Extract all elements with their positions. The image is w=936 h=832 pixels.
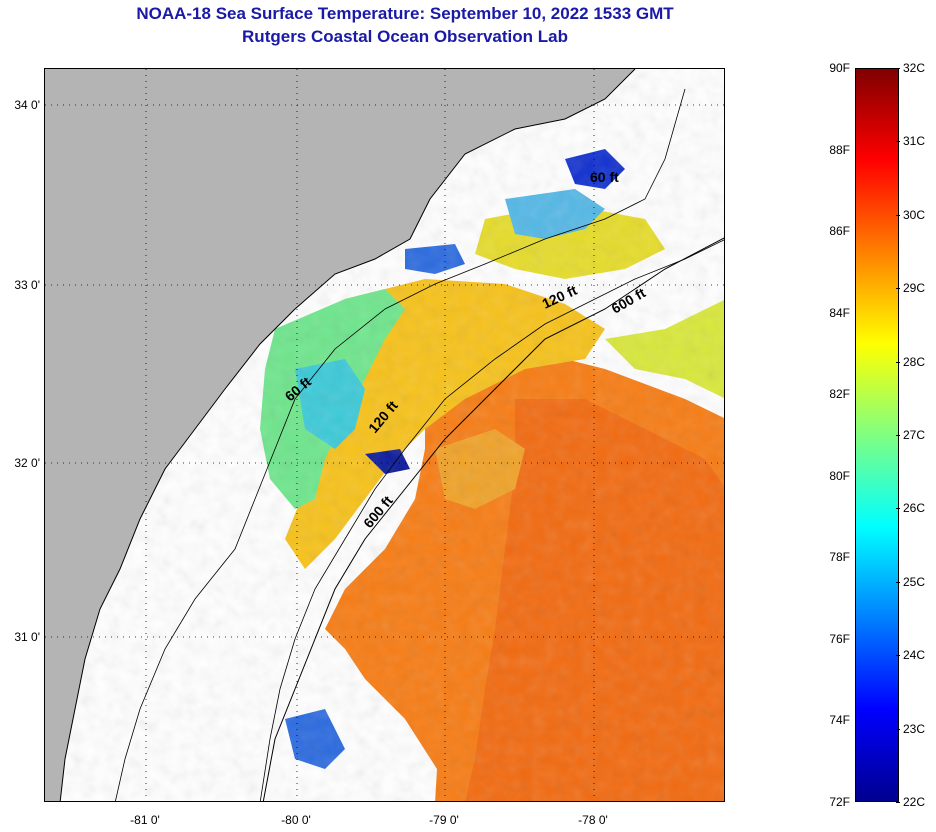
- colorbar-tick: [896, 581, 900, 583]
- colorbar-label-c: 26C: [903, 501, 926, 516]
- colorbar-label-f: 84F: [829, 305, 850, 320]
- land-mass: [45, 69, 635, 801]
- colorbar-label-f: 72F: [829, 795, 850, 809]
- colorbar-tick: [896, 508, 900, 510]
- colorbar-tick: [896, 361, 900, 363]
- colorbar-label-c: 30C: [903, 207, 926, 222]
- latitude-tick-33: 33 0': [14, 278, 40, 292]
- colorbar-label-f: 74F: [829, 713, 850, 728]
- graticule: [45, 69, 724, 801]
- colorbar-label-c: 32C: [903, 61, 926, 75]
- colorbar-label-c: 22C: [903, 795, 926, 809]
- longitude-tick-79: -79 0': [429, 813, 459, 827]
- colorbar-tick: [896, 435, 900, 436]
- colorbar-label-c: 27C: [903, 428, 926, 442]
- colorbar-label-f: 86F: [829, 224, 850, 239]
- isobath-600ft: [262, 237, 724, 801]
- longitude-tick-80: -80 0': [281, 813, 311, 827]
- colorbar-tick: [896, 288, 900, 290]
- colorbar-label-f: 80F: [829, 468, 850, 483]
- colorbar-label-f: 78F: [829, 550, 850, 565]
- colorbar-label-f: 82F: [829, 387, 850, 402]
- coastline: [59, 69, 636, 801]
- latitude-tick-32: 32 0': [14, 456, 40, 470]
- colorbar-tick: [896, 802, 900, 803]
- longitude-tick-78: -78 0': [578, 813, 608, 827]
- colorbar-tick: [896, 728, 900, 730]
- colorbar-tick: [896, 68, 900, 69]
- sst-map-svg: 60 ft 120 ft 600 ft 60 ft 120 ft 600 ft: [45, 69, 724, 801]
- map-title: NOAA-18 Sea Surface Temperature: Septemb…: [136, 4, 674, 23]
- longitude-tick-81: -81 0': [130, 813, 160, 827]
- colorbar-label-c: 28C: [903, 354, 926, 369]
- sst-map: 60 ft 120 ft 600 ft 60 ft 120 ft 600 ft: [44, 68, 725, 802]
- colorbar-tick: [896, 655, 900, 657]
- colorbar-label-c: 23C: [903, 721, 926, 736]
- isobath-label-60ft-north: 60 ft: [590, 169, 619, 185]
- colorbar-label-f: 90F: [829, 61, 850, 75]
- isobath-120ft: [259, 239, 724, 801]
- colorbar-label-f: 76F: [829, 631, 850, 646]
- colorbar-label-c: 24C: [903, 648, 926, 663]
- latitude-tick-34: 34 0': [14, 98, 40, 112]
- latitude-tick-31: 31 0': [14, 630, 40, 644]
- colorbar-label-c: 29C: [903, 281, 926, 296]
- colorbar-label-f: 88F: [829, 142, 850, 157]
- colorbar-label-c: 25C: [903, 574, 926, 589]
- colorbar-label-c: 31C: [903, 134, 926, 149]
- temperature-colorbar: [855, 68, 899, 802]
- map-subtitle: Rutgers Coastal Ocean Observation Lab: [242, 27, 568, 46]
- colorbar-tick: [896, 141, 900, 143]
- isobath-60ft: [115, 88, 686, 801]
- colorbar-tick: [896, 214, 900, 216]
